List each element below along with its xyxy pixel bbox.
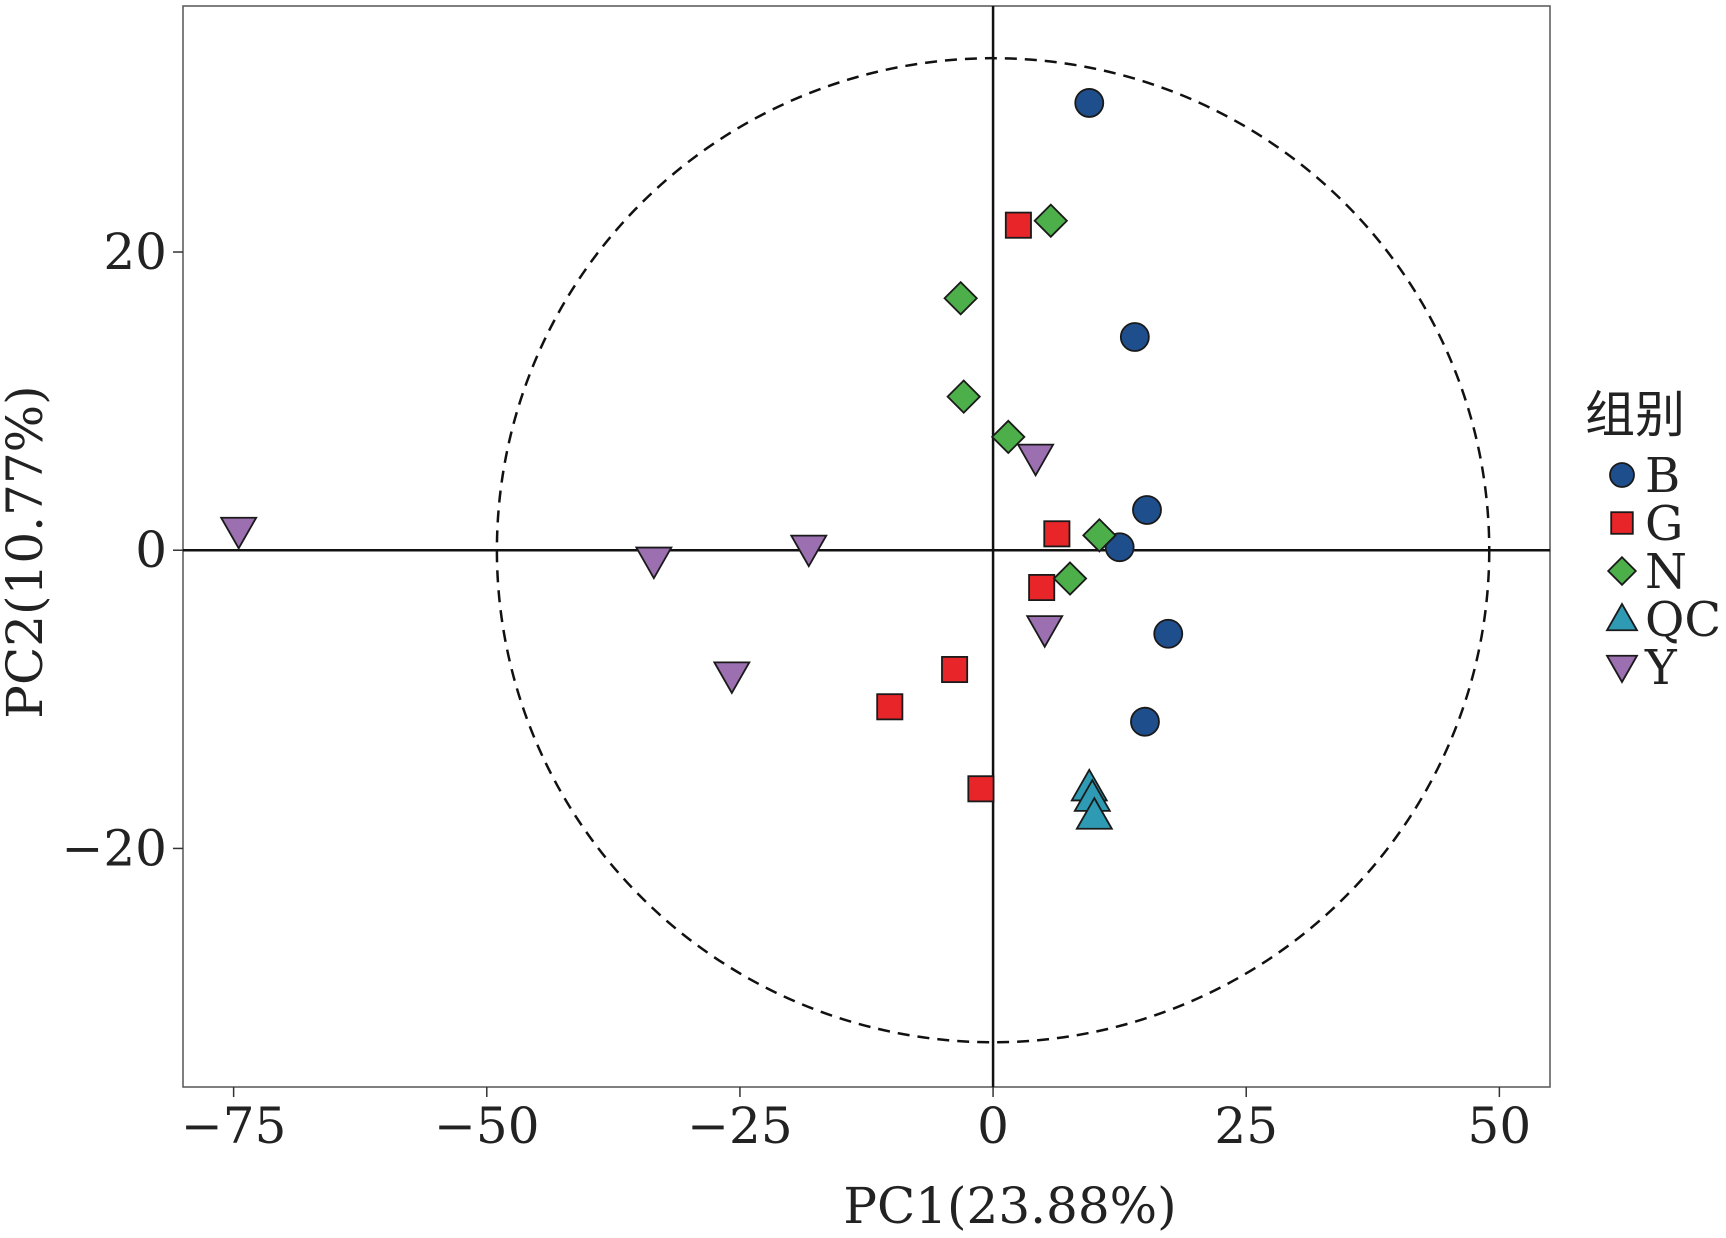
x-tick-label: −75 bbox=[181, 1097, 287, 1155]
plot-area bbox=[182, 5, 1551, 1088]
data-point-n-2 bbox=[943, 280, 979, 316]
data-point-g-6 bbox=[967, 775, 995, 803]
data-point-b-6 bbox=[1130, 706, 1160, 737]
legend-label-b: B bbox=[1645, 448, 1680, 504]
data-point-g-5 bbox=[876, 693, 904, 721]
data-point-y-3 bbox=[789, 534, 828, 569]
data-point-g-1 bbox=[1004, 211, 1032, 239]
data-point-n-5 bbox=[1082, 517, 1117, 553]
legend-label-g: G bbox=[1645, 496, 1683, 552]
legend-key-n bbox=[1606, 555, 1638, 587]
data-point-g-2 bbox=[1043, 520, 1071, 548]
data-point-g-3 bbox=[1028, 574, 1056, 602]
y-tick-label: 0 bbox=[135, 521, 167, 579]
data-point-n-4 bbox=[990, 419, 1026, 455]
x-tick-label: −50 bbox=[434, 1097, 540, 1155]
data-point-b-4 bbox=[1104, 532, 1135, 563]
x-axis-title: PC1(23.88%) bbox=[843, 1177, 1176, 1235]
x-tick-label: 50 bbox=[1468, 1097, 1532, 1155]
x-tick-label: −25 bbox=[687, 1097, 793, 1155]
data-point-y-5 bbox=[1016, 443, 1055, 478]
data-point-qc-3 bbox=[1075, 796, 1114, 830]
legend-key-qc bbox=[1605, 602, 1639, 632]
x-tick-label: 25 bbox=[1214, 1097, 1278, 1155]
data-point-y-1 bbox=[219, 516, 258, 551]
data-point-b-2 bbox=[1119, 322, 1150, 352]
data-point-n-1 bbox=[1033, 203, 1069, 239]
y-tick-label: 20 bbox=[103, 223, 167, 281]
y-tick-label: −20 bbox=[61, 819, 167, 877]
panel-border bbox=[182, 5, 1551, 1088]
axes: −75 −50 −25 0 25 50 −20 0 20 bbox=[61, 223, 1531, 1155]
legend-key-y bbox=[1605, 654, 1639, 684]
y-axis-title: PC2(10.77%) bbox=[0, 385, 54, 718]
data-point-n-3 bbox=[946, 379, 982, 415]
x-tick-label: 0 bbox=[977, 1097, 1009, 1155]
data-point-n-6 bbox=[1052, 561, 1088, 596]
confidence-ellipse bbox=[495, 56, 1491, 1044]
data-point-y-2 bbox=[634, 546, 673, 580]
legend-label-n: N bbox=[1645, 544, 1687, 600]
legend-key-g bbox=[1610, 511, 1634, 535]
data-point-b-5 bbox=[1153, 618, 1184, 649]
legend-title: 组别 bbox=[1585, 386, 1685, 444]
data-point-b-1 bbox=[1074, 88, 1105, 118]
legend-label-y: Y bbox=[1644, 640, 1678, 696]
legend-key-b bbox=[1609, 462, 1635, 488]
data-point-y-4 bbox=[712, 661, 751, 695]
legend-label-qc: QC bbox=[1645, 592, 1721, 648]
data-point-y-6 bbox=[1025, 615, 1064, 649]
data-point-b-3 bbox=[1132, 495, 1162, 525]
data-point-g-4 bbox=[941, 656, 969, 684]
